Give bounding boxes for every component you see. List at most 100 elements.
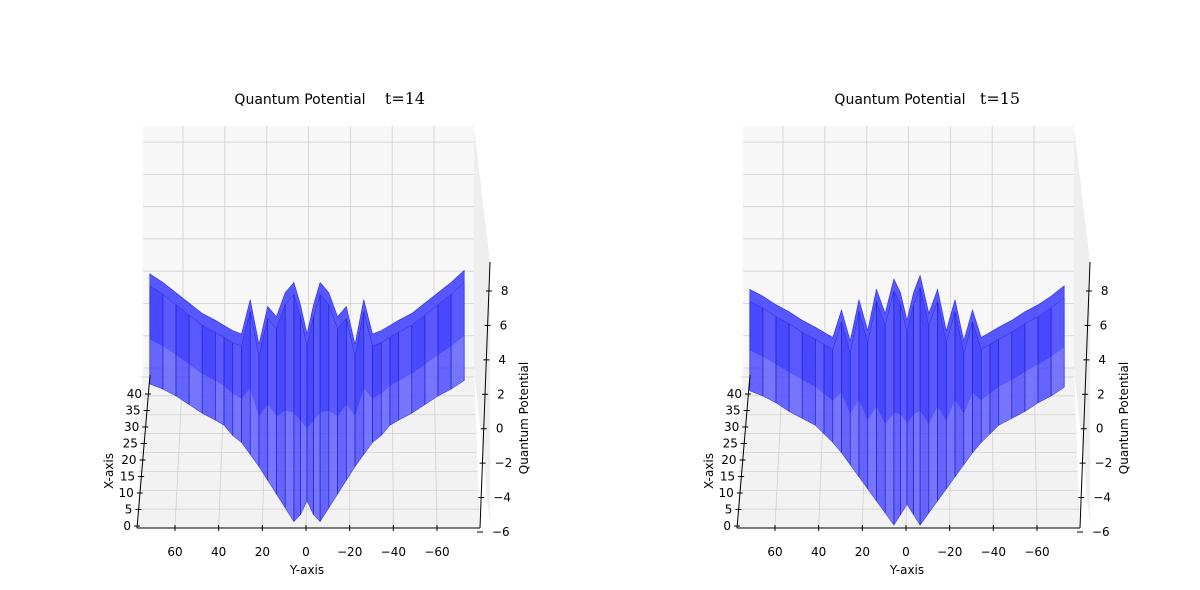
chart-panel-2: 60 40 20 0 −20 −40 −60 0 5 10 15 20 25 30 35 40 −6 −4 −2 0 2… <box>600 0 1200 590</box>
surface-facet <box>201 325 216 421</box>
surface-facet <box>884 290 895 526</box>
x-tick-label: 25 <box>723 437 738 451</box>
surface-facet <box>215 331 225 426</box>
surface-facet <box>284 293 295 523</box>
x-tick-label: 30 <box>124 420 139 434</box>
x-tick-label: 20 <box>121 453 136 467</box>
x-tick-label: 5 <box>725 503 733 517</box>
x-tick-label: 35 <box>725 404 740 418</box>
z-axis-label: Quantum Potential <box>1117 362 1131 474</box>
x-axis-label: X-axis <box>702 453 716 489</box>
z-tick-label: −4 <box>1093 491 1111 505</box>
z-tick-label: 0 <box>1096 422 1104 436</box>
z-tick-label: −6 <box>1092 525 1110 539</box>
time-label: t=14 <box>385 89 425 108</box>
surface-facet <box>175 304 190 406</box>
surface-facet <box>1050 297 1065 397</box>
surface-facet <box>1037 307 1052 404</box>
time-label: t=15 <box>980 89 1020 108</box>
z-axis-label: Quantum Potential <box>517 362 531 474</box>
surface-facet <box>815 338 825 435</box>
surface-facet <box>328 304 338 509</box>
y-tick-label: 40 <box>211 545 226 559</box>
surface-facet <box>450 281 465 390</box>
z-tick-label: 4 <box>498 353 506 367</box>
z-tick-label: 4 <box>1098 353 1106 367</box>
surface-facet <box>989 338 999 435</box>
x-axis-label: X-axis <box>102 453 116 489</box>
y-tick-label: −20 <box>337 545 362 559</box>
x-tick-label: 40 <box>127 387 142 401</box>
surface-facet <box>149 285 164 390</box>
x-axis-line <box>136 374 151 529</box>
y-tick-label: 40 <box>811 545 826 559</box>
y-tick-label: −60 <box>424 545 449 559</box>
x-tick-label: 10 <box>118 486 133 500</box>
surface-facet <box>300 316 308 515</box>
y-tick-label: 20 <box>855 545 870 559</box>
surface-facet <box>876 301 886 514</box>
x-tick-label: 35 <box>125 404 140 418</box>
surface-plot-2: 60 40 20 0 −20 −40 −600510152025303540−6−4−202… <box>702 89 1131 577</box>
y-tick-label: −20 <box>937 545 962 559</box>
z-axis-line <box>479 261 491 529</box>
x-tick-label: 0 <box>123 519 131 533</box>
surface-facet <box>1011 323 1026 419</box>
x-tick-label: 20 <box>721 453 736 467</box>
z-tick-label: 8 <box>1101 284 1109 298</box>
surface-facet <box>232 342 242 444</box>
surface-facet <box>223 337 234 437</box>
z-tick-label: −6 <box>492 525 510 539</box>
surface-facet <box>293 294 301 523</box>
y-tick-label: −40 <box>381 545 406 559</box>
surface-facet <box>267 317 277 495</box>
y-axis-label: Y-axis <box>289 563 324 577</box>
y-tick-label: −60 <box>1024 545 1049 559</box>
side-pane <box>1074 126 1090 526</box>
surface-facet <box>823 343 834 444</box>
surface-facet <box>906 304 914 516</box>
surface-facet <box>801 331 816 426</box>
y-tick-label: 0 <box>902 545 910 559</box>
y-tick-label: 60 <box>167 545 182 559</box>
surface-facet <box>919 287 930 526</box>
surface-facet <box>749 300 764 397</box>
surface-facet <box>162 293 177 397</box>
surface-facet <box>900 304 908 516</box>
x-tick-label: 25 <box>123 437 138 451</box>
surface-facet <box>762 307 777 404</box>
surface-facet <box>788 323 803 419</box>
z-tick-label: 2 <box>497 387 505 401</box>
surface-facet <box>276 304 286 509</box>
y-tick-label: 60 <box>767 545 782 559</box>
x-tick-label: 15 <box>720 470 735 484</box>
surface-facet <box>313 294 321 523</box>
x-tick-label: 15 <box>120 470 135 484</box>
chart-panel-1: 60 40 20 0 −20 −40 −60 0 5 10 15 20 25 30 35 40 −6 −4 −2 0 2… <box>102 89 531 577</box>
surface-facet <box>893 290 901 526</box>
surface-facet <box>998 331 1013 426</box>
surface-facet <box>858 311 868 490</box>
z-tick-label: −4 <box>493 491 511 505</box>
x-tick-label: 0 <box>723 519 731 533</box>
surface-plot-1: 60 40 20 0 −20 −40 −600510152025303540−6−4−202… <box>102 89 531 577</box>
z-tick-label: 0 <box>496 422 504 436</box>
x-tick-label: 5 <box>125 503 133 517</box>
surface-facet <box>928 301 938 514</box>
y-tick-label: −40 <box>981 545 1006 559</box>
surface-facet <box>337 317 347 495</box>
surface-facet <box>775 316 790 412</box>
axes-group-1: 60 40 20 0 −20 −40 −600510152025303540−6−4−202… <box>118 261 513 559</box>
surface-facet <box>389 331 399 426</box>
axes-group-2: 60 40 20 0 −20 −40 −600510152025303540−6−4−202… <box>718 261 1112 559</box>
chart-title: Quantum Potential <box>234 92 365 108</box>
x-tick-label: 40 <box>727 387 742 401</box>
surface-facet <box>188 314 203 414</box>
z-tick-label: 2 <box>1097 387 1105 401</box>
z-tick-label: −2 <box>495 456 513 470</box>
surface-group-2 <box>749 274 1065 526</box>
z-tick-label: 6 <box>1100 318 1108 332</box>
surface-facet <box>319 293 330 523</box>
chart-title: Quantum Potential <box>834 92 965 108</box>
surface-facet <box>380 337 391 437</box>
